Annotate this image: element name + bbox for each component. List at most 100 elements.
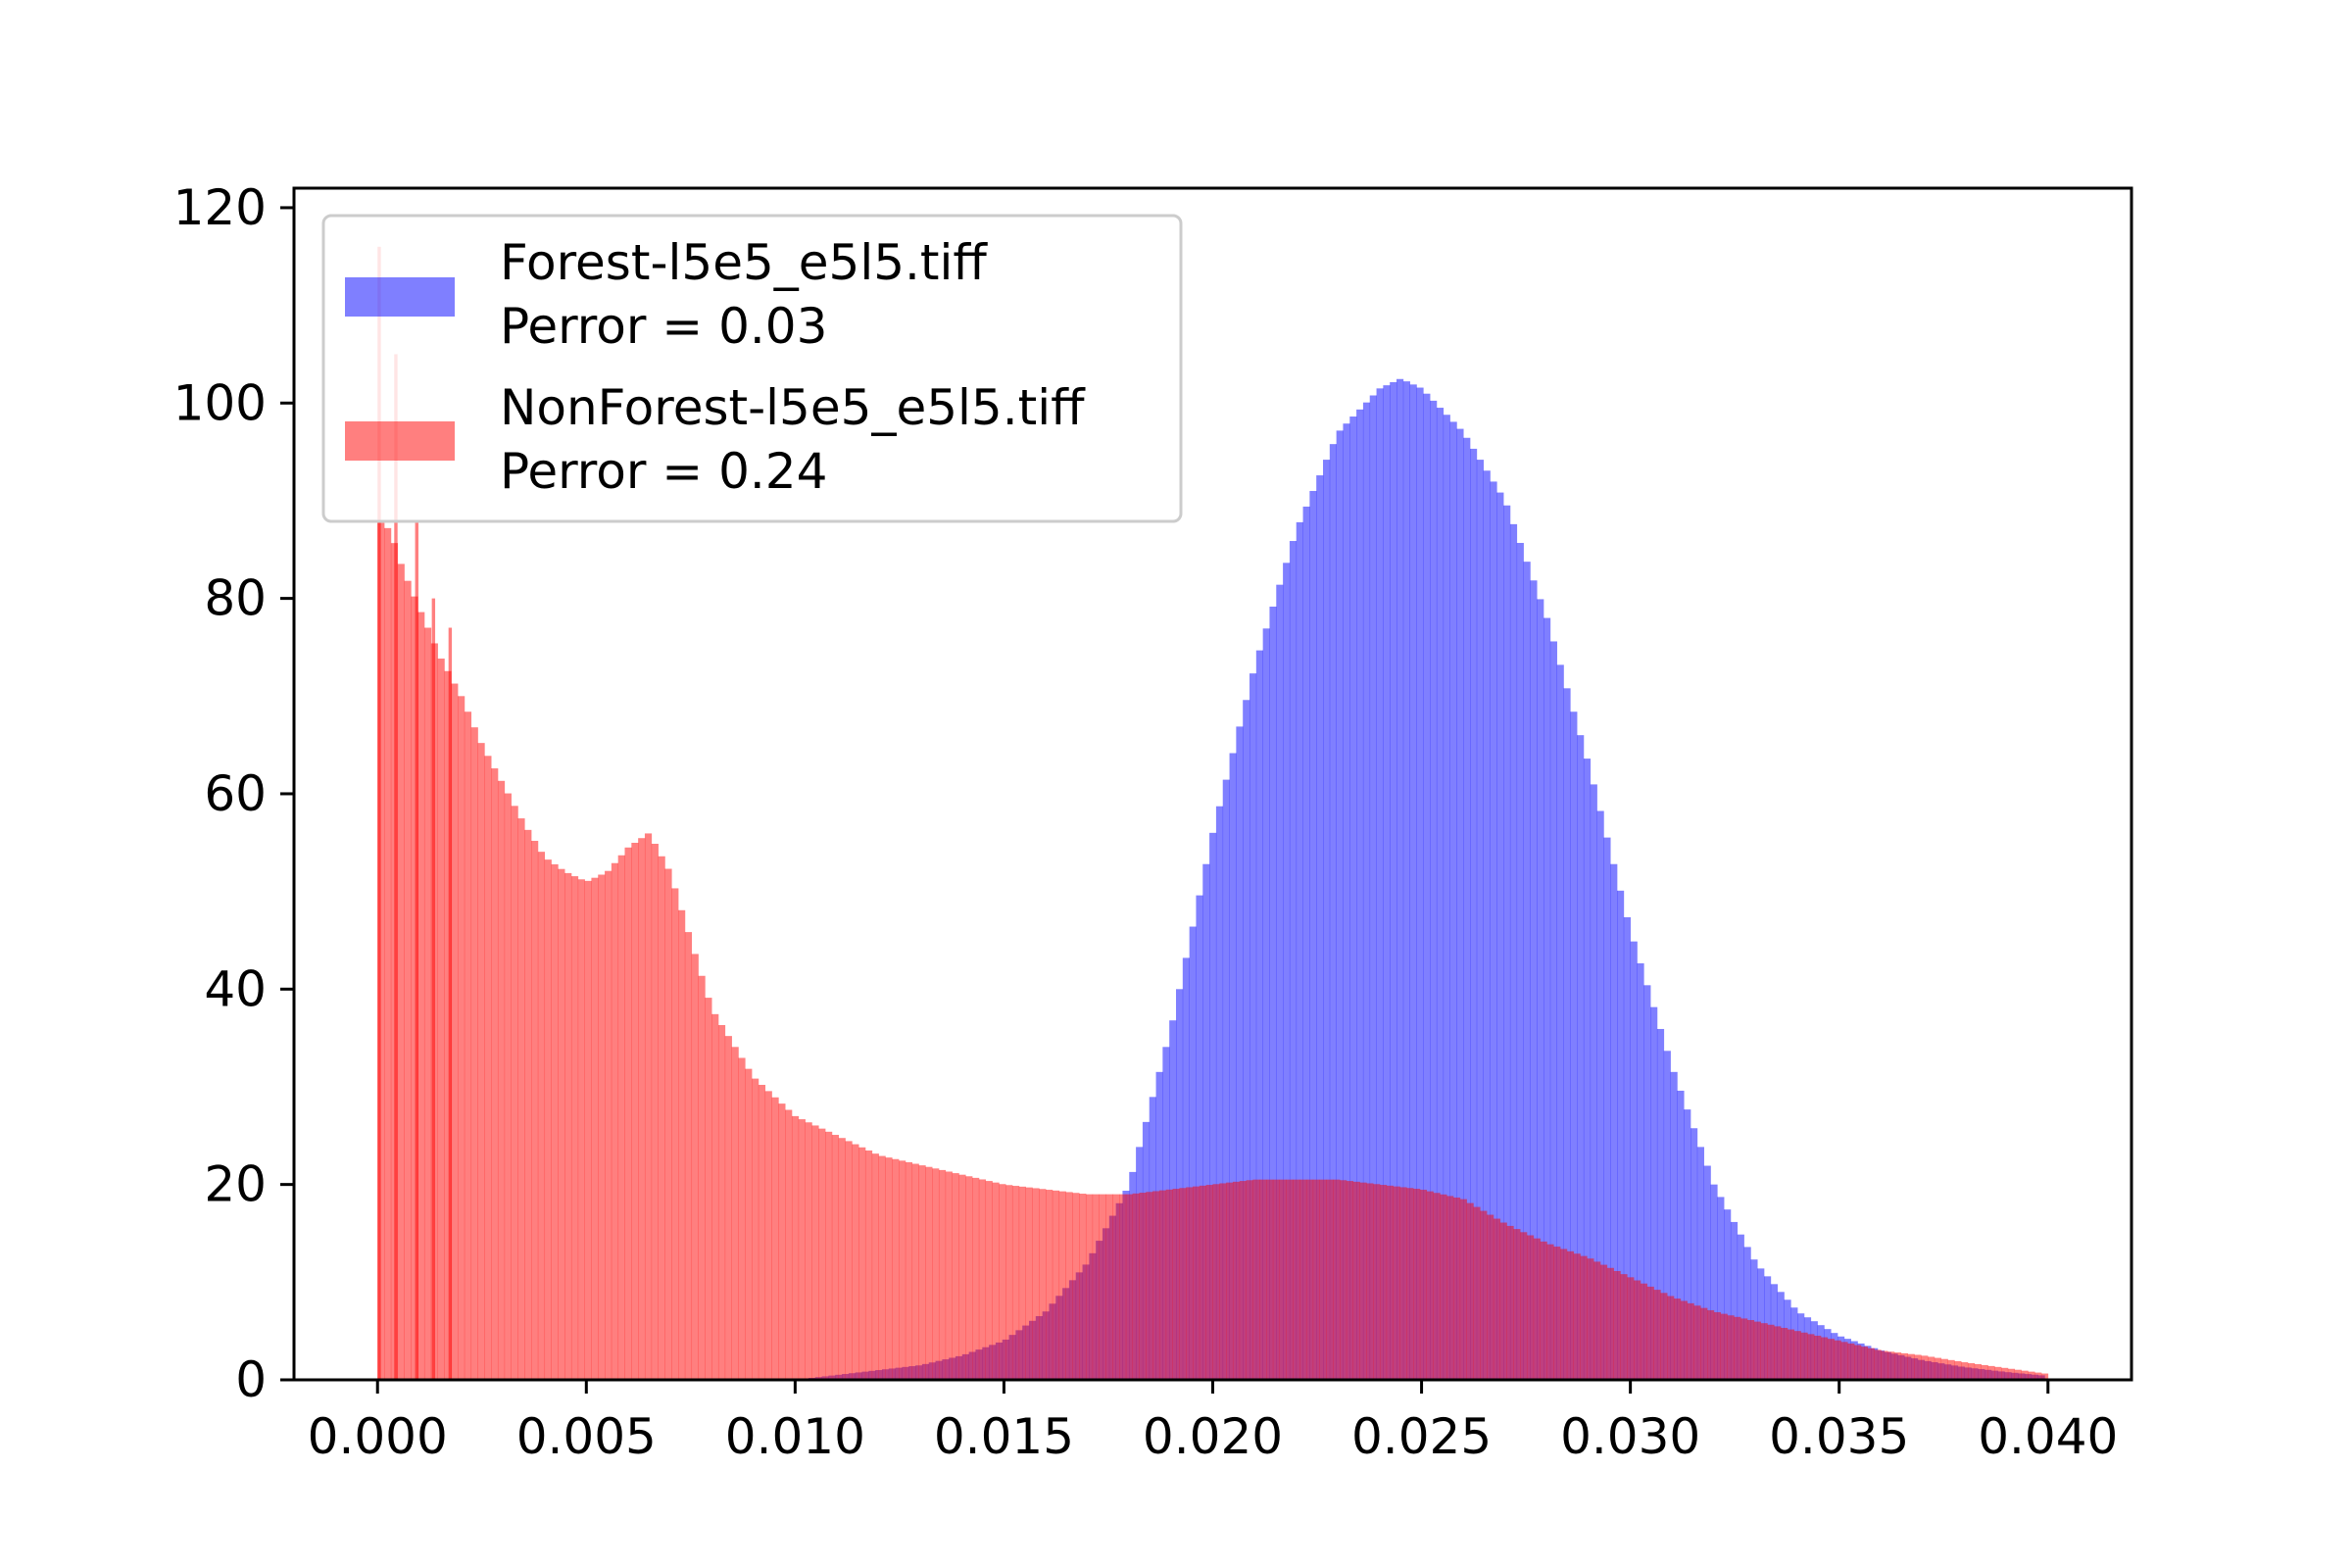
histogram-bar bbox=[972, 1177, 980, 1380]
histogram-bar bbox=[1881, 1350, 1888, 1380]
histogram-bar bbox=[1720, 1313, 1728, 1380]
histogram-bar bbox=[1630, 941, 1638, 1380]
histogram-bar bbox=[1402, 381, 1410, 1380]
histogram-bar bbox=[738, 1057, 746, 1380]
histogram-bar bbox=[1549, 641, 1557, 1380]
histogram-bar bbox=[1262, 628, 1270, 1380]
histogram-bar bbox=[1423, 393, 1431, 1381]
histogram-bar bbox=[1707, 1310, 1715, 1380]
histogram-bar bbox=[1650, 1006, 1658, 1380]
histogram-bar bbox=[724, 1036, 732, 1380]
histogram-bar bbox=[1452, 1198, 1461, 1380]
y-tick-label: 60 bbox=[204, 765, 267, 822]
legend-label-nonforest: NonForest-l5e5_e5l5.tiff bbox=[500, 379, 1086, 436]
histogram-bar bbox=[417, 612, 425, 1380]
histogram-bar bbox=[1740, 1318, 1748, 1380]
histogram-bar bbox=[624, 847, 632, 1380]
histogram-bar bbox=[1316, 475, 1324, 1380]
histogram-bar bbox=[497, 780, 506, 1380]
histogram-bar bbox=[1613, 1270, 1621, 1380]
histogram-bar bbox=[1994, 1366, 2002, 1380]
histogram-bar bbox=[2001, 1367, 2009, 1380]
histogram-spike-bar bbox=[377, 246, 381, 1380]
histogram-bar bbox=[745, 1068, 753, 1380]
histogram-bar bbox=[958, 1174, 966, 1380]
histogram-bar bbox=[1463, 437, 1471, 1380]
histogram-bar bbox=[1640, 1283, 1648, 1380]
histogram-bar bbox=[752, 1078, 760, 1380]
histogram-bar bbox=[1158, 1190, 1167, 1380]
histogram-bar bbox=[938, 1169, 947, 1380]
histogram-bar bbox=[1566, 1250, 1575, 1380]
histogram-bar bbox=[1727, 1315, 1735, 1380]
histogram-bar bbox=[1340, 1180, 1348, 1380]
histogram-bar bbox=[831, 1135, 840, 1380]
histogram-bar bbox=[1132, 1193, 1140, 1380]
histogram-bar bbox=[1366, 1183, 1374, 1380]
histogram-bar bbox=[705, 998, 712, 1380]
histogram-bar bbox=[1684, 1109, 1691, 1380]
histogram-bar bbox=[1700, 1307, 1708, 1380]
x-tick-label: 0.000 bbox=[308, 1408, 448, 1465]
histogram-bar bbox=[451, 683, 459, 1380]
histogram-bar bbox=[1052, 1190, 1060, 1380]
histogram-bar bbox=[1390, 381, 1397, 1380]
histogram-bar bbox=[477, 743, 485, 1380]
histogram-bar bbox=[1179, 1188, 1187, 1380]
y-tick-label: 0 bbox=[235, 1351, 267, 1408]
histogram-bar bbox=[1717, 1197, 1725, 1380]
histogram-bar bbox=[1781, 1327, 1788, 1380]
histogram-bar bbox=[1643, 985, 1651, 1380]
histogram-bar bbox=[1436, 408, 1445, 1380]
histogram-bar bbox=[1165, 1189, 1173, 1380]
histogram-bar bbox=[1577, 735, 1585, 1380]
histogram-bar bbox=[1232, 1181, 1241, 1380]
histogram-bar bbox=[1199, 1185, 1207, 1380]
histogram-bar bbox=[1750, 1259, 1758, 1380]
histogram-bar bbox=[1039, 1189, 1047, 1380]
histogram-bar bbox=[932, 1168, 940, 1380]
histogram-bar bbox=[1617, 890, 1625, 1380]
histogram-bar bbox=[2040, 1373, 2049, 1380]
y-tick-label: 40 bbox=[204, 960, 267, 1017]
x-tick-label: 0.015 bbox=[934, 1408, 1074, 1465]
legend-swatch-nonforest bbox=[345, 421, 455, 461]
histogram-bar bbox=[1730, 1221, 1739, 1380]
histogram-bar bbox=[1266, 1179, 1274, 1380]
histogram-bar bbox=[952, 1173, 959, 1380]
histogram-bar bbox=[1099, 1194, 1106, 1380]
histogram-bar bbox=[691, 954, 699, 1380]
histogram-bar bbox=[798, 1119, 806, 1380]
histogram-bar bbox=[1753, 1321, 1761, 1380]
histogram-bar bbox=[577, 879, 585, 1380]
histogram-bar bbox=[711, 1013, 719, 1380]
histogram-spike-bar bbox=[394, 354, 398, 1381]
histogram-bar bbox=[1814, 1335, 1822, 1380]
histogram-bar bbox=[845, 1141, 853, 1380]
histogram-bar bbox=[1496, 492, 1504, 1381]
histogram-bar bbox=[858, 1147, 866, 1380]
histogram-bar bbox=[404, 580, 412, 1380]
histogram-bar bbox=[1346, 1181, 1354, 1380]
histogram-bar bbox=[1386, 1185, 1394, 1380]
histogram-bar bbox=[1974, 1363, 1982, 1380]
histogram-bar bbox=[1139, 1193, 1147, 1380]
histogram-bar bbox=[785, 1109, 793, 1380]
histogram-bar bbox=[444, 670, 452, 1380]
histogram-bar bbox=[1900, 1352, 1908, 1380]
histogram-bar bbox=[1660, 1293, 1668, 1380]
histogram-bar bbox=[1283, 563, 1291, 1380]
histogram-bar bbox=[1352, 1181, 1360, 1380]
histogram-bar bbox=[1416, 387, 1424, 1380]
histogram-bar bbox=[805, 1122, 812, 1380]
legend: Forest-l5e5_e5l5.tiff Perror = 0.03 NonF… bbox=[321, 214, 1183, 523]
histogram-bar bbox=[1530, 580, 1538, 1380]
y-tick-label: 100 bbox=[173, 374, 267, 431]
histogram-spike-bar bbox=[431, 598, 436, 1380]
histogram-bar bbox=[1934, 1357, 1942, 1380]
legend-swatch-forest bbox=[345, 277, 455, 317]
histogram-bar bbox=[764, 1091, 772, 1380]
histogram-bar bbox=[1443, 415, 1450, 1380]
histogram-bar bbox=[1827, 1339, 1835, 1380]
histogram-bar bbox=[1713, 1312, 1722, 1380]
